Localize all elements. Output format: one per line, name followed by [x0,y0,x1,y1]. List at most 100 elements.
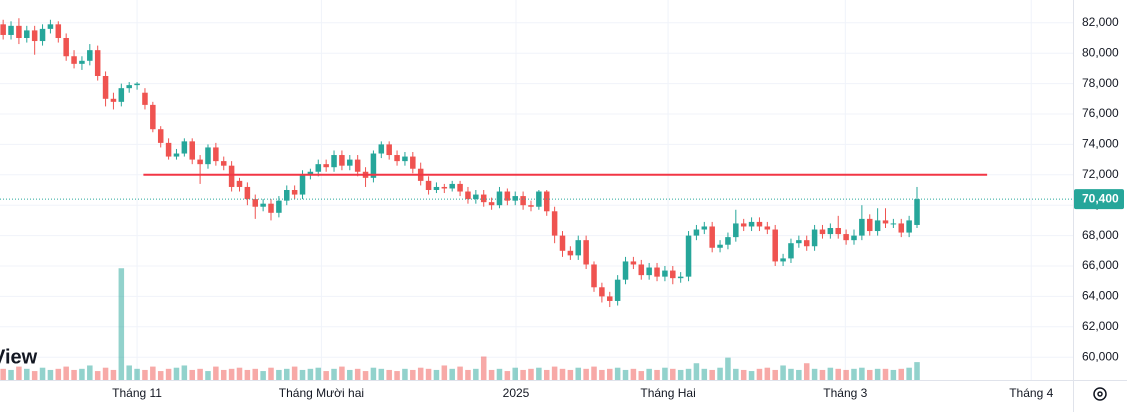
candle-body [276,200,282,213]
volume-bar [543,369,550,380]
volume-bar [756,368,763,380]
candle-body [772,229,778,262]
volume-bar [378,368,385,380]
volume-bar [87,365,93,380]
candle-body [213,147,219,162]
candle-body [874,220,881,232]
candle-body [236,180,243,187]
candle-body [512,196,518,201]
y-tick-label: 78,000 [1082,76,1119,90]
volume-bar [567,369,574,380]
candle-body [662,270,668,277]
volume-bar [796,369,802,380]
volume-bar [780,365,786,380]
volume-bar [512,367,518,380]
y-tick-label: 66,000 [1082,258,1119,272]
volume-bar [276,369,282,380]
candle-body [583,240,589,265]
volume-bar [354,368,361,380]
candle-body [504,191,511,201]
settings-icon[interactable] [1093,387,1107,401]
volume-bar [788,368,794,380]
volume-bar [599,369,605,380]
candle-body [79,60,85,64]
candle-body [693,229,700,236]
x-tick-label: Tháng Hai [640,386,695,400]
candle-body [354,159,361,172]
volume-bar [890,369,897,380]
candle-body [780,258,786,262]
candle-body [591,264,597,288]
volume-bar [646,368,652,380]
volume-bar [433,369,440,380]
x-tick-label: Tháng 4 [1009,386,1053,400]
x-tick-label: Tháng 11 [112,386,162,400]
candle-body [536,191,542,207]
candle-body [110,98,117,102]
volume-bar [591,366,597,380]
volume-bar [268,367,274,380]
candle-body [622,261,629,280]
volume-bar [291,366,298,380]
volume-bar [8,369,14,380]
last-price-label: 70,400 [1082,191,1119,205]
candle-body [8,25,14,35]
candle-body [102,76,109,99]
candle-body [94,50,101,76]
candle-body [197,159,203,165]
volume-bar [173,367,180,380]
candle-body [496,191,503,206]
candle-body [788,243,794,259]
volume-bar [299,369,306,380]
volume-bar [827,367,834,380]
volume-bar [677,369,684,380]
volume-bar [110,369,117,380]
volume-bar [725,357,731,380]
volume-bar [31,371,38,380]
candle-body [370,153,377,178]
volume-bar [685,368,692,380]
candle-body [291,190,298,195]
volume-bar [315,367,322,380]
volume-bar [465,369,471,380]
candle-body [31,30,38,42]
volume-bar [362,371,369,380]
volume-bar [559,368,566,380]
candle-body [646,267,652,276]
candle-body [559,235,566,251]
volume-bar [126,365,132,380]
candle-body [764,226,771,230]
volume-bar [94,371,101,380]
volume-bar [607,368,613,380]
volume-bar [24,368,30,380]
volume-bar [47,369,54,380]
volume-bar [575,367,582,380]
volume-bar [79,368,85,380]
candle-body [394,155,400,162]
candle-body [252,199,259,207]
candle-body [55,24,62,38]
candle-body [614,279,621,301]
candle-body [543,191,550,212]
candle-body [488,202,495,206]
candle-body [299,174,306,195]
volume-bar [347,369,353,380]
volume-bar [583,368,589,380]
candle-body [157,129,164,143]
volume-bar [402,368,408,380]
candle-body [386,144,392,156]
y-tick-label: 60,000 [1082,349,1119,363]
candle-body [433,186,440,190]
volume-bar [55,368,62,380]
volume-bar [449,368,455,380]
volume-bar [528,368,534,380]
y-tick-label: 80,000 [1082,45,1119,59]
volume-bar [882,368,889,380]
candle-body [827,228,834,235]
volume-bar [480,356,487,380]
last-price-box [1074,189,1124,210]
volume-bar [339,366,345,380]
candle-body [819,229,826,235]
volume-bar [496,368,503,380]
